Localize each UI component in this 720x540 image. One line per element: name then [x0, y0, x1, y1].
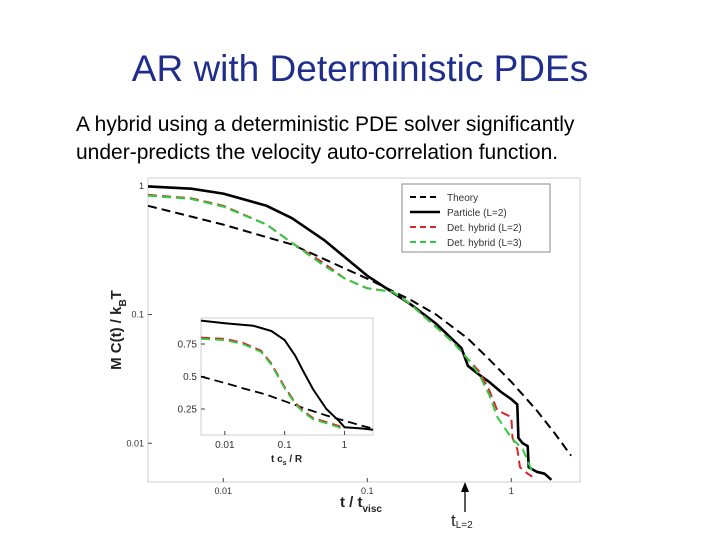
main-y-tick-label: 0.01	[126, 438, 144, 448]
annotation-label-sub: L=2	[456, 520, 473, 531]
y-axis-label-sub: B	[118, 299, 129, 306]
inset-y-tick-label: 0.25	[178, 404, 198, 415]
annotation-label-main: t	[451, 511, 456, 530]
main-x-tick-label: 0.1	[361, 486, 374, 496]
main-y-tick-label: 0.1	[131, 310, 144, 320]
main-x-tick-label: 0.01	[215, 486, 233, 496]
inset-x-label-main: t c	[271, 454, 283, 465]
slide-title: AR with Deterministic PDEs	[131, 48, 589, 89]
main-series-line-1	[147, 185, 553, 481]
inset-series-line-0	[200, 375, 374, 430]
inset-x-label-sub: s	[283, 460, 287, 467]
main-x-tick-label: 1	[509, 486, 514, 496]
main-series-line-3	[147, 194, 534, 473]
legend-label-0: Theory	[447, 193, 478, 204]
inset-series-line-3	[200, 337, 346, 432]
legend-label-2: Det. hybrid (L=2)	[447, 223, 522, 234]
inset-plot-frame	[200, 317, 374, 436]
annotation-arrow-head	[461, 482, 469, 492]
inset-x-label-tail: / R	[287, 454, 303, 465]
slide-body: A hybrid using a deterministic PDE solve…	[76, 111, 696, 167]
x-axis-label-sub: visc	[363, 504, 383, 515]
inset-x-axis-label: t cs / R	[271, 454, 303, 467]
inset-series-line-1	[200, 319, 374, 431]
y-axis-label: M C(t) / kBT	[108, 290, 129, 370]
main-y-tick-label: 1	[139, 181, 144, 191]
body-line-2: under-predicts the velocity auto-correla…	[76, 141, 559, 164]
x-axis-label: t / tvisc	[340, 494, 382, 515]
inset-y-tick-label: 0.5	[183, 372, 197, 383]
inset-x-tick-label: 0.01	[215, 440, 235, 451]
legend-label-3: Det. hybrid (L=3)	[447, 238, 522, 249]
inset-x-tick-label: 1	[342, 440, 348, 451]
legend-label-1: Particle (L=2)	[447, 208, 507, 219]
inset-x-tick-label: 0.1	[278, 440, 292, 451]
body-line-1: A hybrid using a deterministic PDE solve…	[76, 113, 575, 136]
y-axis-label-tail: T	[108, 290, 125, 299]
y-axis-label-main: M C(t) / k	[108, 306, 125, 370]
inset-y-tick-label: 0.75	[178, 339, 198, 350]
x-axis-label-main: t / t	[340, 494, 363, 511]
annotation-label: tL=2	[451, 511, 473, 531]
legend-box	[401, 183, 551, 253]
main-series-line-0	[147, 204, 572, 457]
